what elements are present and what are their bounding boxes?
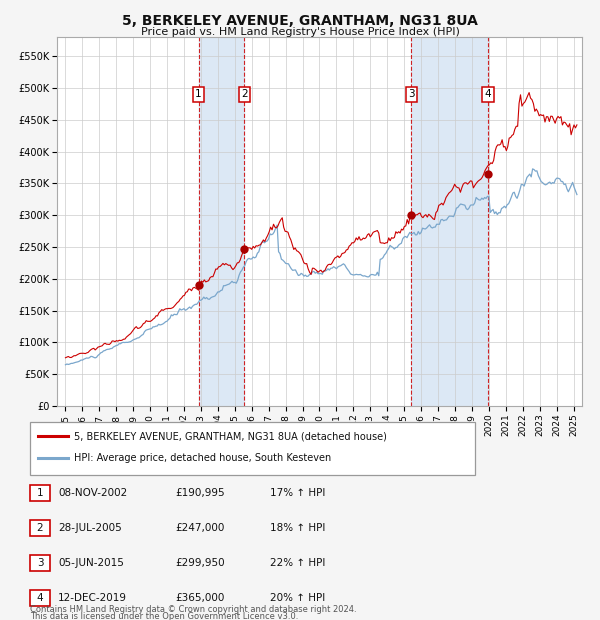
Text: £365,000: £365,000 [175, 593, 224, 603]
Text: 4: 4 [485, 89, 491, 99]
Text: 05-JUN-2015: 05-JUN-2015 [58, 558, 124, 568]
Text: 08-NOV-2002: 08-NOV-2002 [58, 487, 127, 498]
Text: 2: 2 [241, 89, 248, 99]
Bar [412, 37, 488, 406]
FancyBboxPatch shape [30, 485, 50, 500]
FancyBboxPatch shape [30, 520, 50, 536]
Text: Contains HM Land Registry data © Crown copyright and database right 2024.: Contains HM Land Registry data © Crown c… [30, 606, 356, 614]
Bar [199, 37, 244, 406]
Text: £247,000: £247,000 [175, 523, 224, 533]
Text: 12-DEC-2019: 12-DEC-2019 [58, 593, 127, 603]
Text: 2: 2 [37, 523, 43, 533]
Text: 17% ↑ HPI: 17% ↑ HPI [270, 487, 325, 498]
Text: £190,995: £190,995 [175, 487, 224, 498]
Text: 1: 1 [37, 487, 43, 498]
Text: 28-JUL-2005: 28-JUL-2005 [58, 523, 122, 533]
Text: 3: 3 [37, 558, 43, 568]
FancyBboxPatch shape [30, 590, 50, 606]
Text: 4: 4 [37, 593, 43, 603]
Text: 18% ↑ HPI: 18% ↑ HPI [270, 523, 325, 533]
Text: 20% ↑ HPI: 20% ↑ HPI [270, 593, 325, 603]
FancyBboxPatch shape [30, 555, 50, 571]
Text: HPI: Average price, detached house, South Kesteven: HPI: Average price, detached house, Sout… [74, 453, 331, 464]
Text: Price paid vs. HM Land Registry's House Price Index (HPI): Price paid vs. HM Land Registry's House … [140, 27, 460, 37]
Text: 1: 1 [195, 89, 202, 99]
FancyBboxPatch shape [30, 422, 475, 474]
Text: £299,950: £299,950 [175, 558, 224, 568]
Text: This data is licensed under the Open Government Licence v3.0.: This data is licensed under the Open Gov… [30, 613, 298, 620]
Text: 5, BERKELEY AVENUE, GRANTHAM, NG31 8UA: 5, BERKELEY AVENUE, GRANTHAM, NG31 8UA [122, 14, 478, 29]
Text: 5, BERKELEY AVENUE, GRANTHAM, NG31 8UA (detached house): 5, BERKELEY AVENUE, GRANTHAM, NG31 8UA (… [74, 432, 387, 441]
Text: 22% ↑ HPI: 22% ↑ HPI [270, 558, 325, 568]
Text: 3: 3 [408, 89, 415, 99]
